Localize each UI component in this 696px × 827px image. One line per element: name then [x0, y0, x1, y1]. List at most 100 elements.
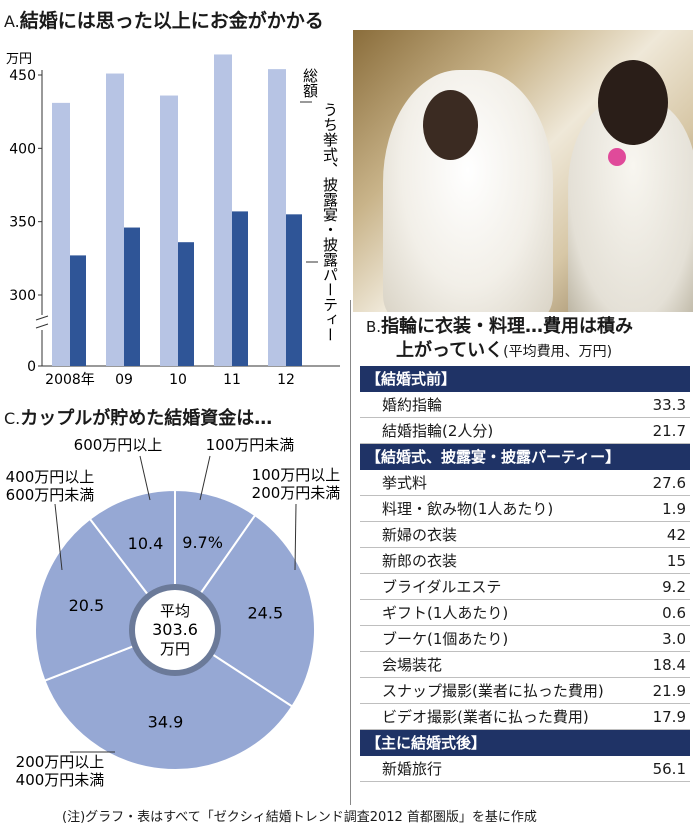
- section-c-letter: C.: [4, 409, 21, 428]
- row-label: 会場装花: [382, 656, 443, 674]
- leader-line: [294, 503, 297, 571]
- pie-center: [135, 590, 215, 670]
- bar-part: [124, 227, 140, 366]
- pie-category-label: 400万円以上: [6, 468, 95, 486]
- pie-category-label-2: 200万円未満: [252, 484, 341, 502]
- section-b-title-line2: 上がっていく: [396, 340, 504, 361]
- row-value: 33.3: [652, 396, 686, 414]
- row-value: 3.0: [662, 630, 686, 648]
- table-row: ブライダルエステ 9.2: [360, 574, 690, 600]
- pie-slice: [173, 513, 316, 708]
- pie-center-unit: 万円: [160, 640, 190, 658]
- y-tick-label: 400: [9, 141, 36, 157]
- row-value: 15: [666, 552, 686, 570]
- row-label: 挙式料: [382, 474, 428, 492]
- x-tick-label: 10: [169, 372, 187, 388]
- section-b-subtitle: 上がっていく(平均費用、万円): [396, 336, 612, 362]
- section-b-frame: [350, 300, 695, 805]
- section-a-letter: A.: [4, 12, 20, 31]
- section-a-title-text: 結婚には思った以上にお金がかかる: [19, 10, 324, 32]
- legend-part: うち挙式、披露宴・披露パーティー: [321, 102, 339, 342]
- pie-value-label: 10.4: [128, 534, 164, 553]
- table-row: 挙式料 27.6: [360, 470, 690, 496]
- row-label: ギフト(1人あたり): [382, 604, 509, 622]
- x-tick-label: 11: [223, 372, 241, 388]
- pie-category-label: 100万円以上: [252, 466, 341, 484]
- row-label: 新婚旅行: [382, 760, 443, 778]
- table-row: スナップ撮影(業者に払った費用) 21.9: [360, 678, 690, 704]
- table-row: 料理・飲み物(1人あたり) 1.9: [360, 496, 690, 522]
- pie-value-label: 9.7%: [182, 533, 223, 552]
- bar-part: [70, 255, 86, 366]
- groom-head-shape: [598, 60, 668, 145]
- section-a-title: A.結婚には思った以上にお金がかかる: [4, 6, 324, 33]
- pie-slice: [43, 628, 294, 771]
- row-value: 27.6: [652, 474, 686, 492]
- table-section-header: 【結婚式前】: [360, 366, 690, 392]
- footnote: (注)グラフ・表はすべて「ゼクシィ結婚トレンド調査2012 首都圏版」を基に作成: [62, 810, 537, 825]
- table-section-header: 【結婚式、披露宴・披露パーティー】: [360, 444, 690, 470]
- row-value: 18.4: [652, 656, 686, 674]
- row-label: 新郎の衣装: [382, 552, 458, 570]
- x-tick-label: 12: [277, 372, 295, 388]
- bar-part: [286, 214, 302, 366]
- bar-total: [214, 54, 232, 366]
- cost-table: 【結婚式前】婚約指輪 33.3 結婚指輪(2人分) 21.7 【結婚式、披露宴・披露パー…: [360, 366, 690, 782]
- boutonniere-shape: [608, 148, 626, 166]
- row-value: 17.9: [652, 708, 686, 726]
- legend-total: 総額: [301, 68, 319, 98]
- row-label: 婚約指輪: [382, 396, 443, 414]
- row-label: スナップ撮影(業者に払った費用): [382, 682, 604, 700]
- leader-line: [199, 455, 211, 501]
- pie-value-label: 20.5: [69, 596, 105, 615]
- x-tick-label: 09: [115, 372, 133, 388]
- pie-category-label: 100万円未満: [206, 436, 295, 454]
- bride-head-shape: [423, 90, 478, 160]
- row-value: 21.9: [652, 682, 686, 700]
- table-row: ギフト(1人あたり) 0.6: [360, 600, 690, 626]
- row-label: 結婚指輪(2人分): [382, 422, 494, 440]
- row-value: 1.9: [662, 500, 686, 518]
- table-row: 新郎の衣装 15: [360, 548, 690, 574]
- table-row: ビデオ撮影(業者に払った費用) 17.9: [360, 704, 690, 730]
- pie-category-label-2: 600万円未満: [6, 486, 95, 504]
- row-value: 9.2: [662, 578, 686, 596]
- row-value: 0.6: [662, 604, 686, 622]
- section-b-letter: B.: [366, 318, 382, 336]
- y-tick-label: 300: [9, 288, 36, 304]
- table-row: 新婦の衣装 42: [360, 522, 690, 548]
- pie-category-label: 600万円以上: [74, 436, 163, 454]
- table-row: 婚約指輪 33.3: [360, 392, 690, 418]
- y-tick-label: 450: [9, 68, 36, 84]
- y-unit-label: 万円: [6, 52, 32, 67]
- y-tick-label: 0: [27, 359, 36, 375]
- leader-line: [54, 503, 63, 571]
- row-label: ブーケ(1個あたり): [382, 630, 509, 648]
- leader-line: [139, 455, 151, 501]
- table-row: 結婚指輪(2人分) 21.7: [360, 418, 690, 444]
- row-value: 56.1: [652, 760, 686, 778]
- row-value: 21.7: [652, 422, 686, 440]
- section-b-title-note: (平均費用、万円): [503, 344, 613, 360]
- bar-part: [232, 211, 248, 366]
- pie-value-label: 24.5: [248, 603, 284, 622]
- pie-value-label: 34.9: [148, 713, 184, 732]
- table-row: ブーケ(1個あたり) 3.0: [360, 626, 690, 652]
- section-c-title: C.カップルが貯めた結婚資金は…: [4, 404, 272, 430]
- row-label: 新婦の衣装: [382, 526, 458, 544]
- row-label: 料理・飲み物(1人あたり): [382, 500, 554, 518]
- x-tick-label: 2008年: [45, 372, 95, 388]
- pie-center-value: 303.6: [152, 620, 198, 639]
- table-row: 新婚旅行 56.1: [360, 756, 690, 782]
- bar-total: [106, 73, 124, 367]
- bar-total: [268, 69, 286, 366]
- section-c-title-text: カップルが貯めた結婚資金は…: [20, 408, 273, 429]
- row-label: ビデオ撮影(業者に払った費用): [382, 708, 589, 726]
- y-tick-label: 350: [9, 215, 36, 231]
- section-b-title: B.指輪に衣装・料理…費用は積み: [366, 312, 633, 338]
- row-value: 42: [666, 526, 686, 544]
- wedding-photo: [353, 30, 693, 312]
- table-section-header: 【主に結婚式後】: [360, 730, 690, 756]
